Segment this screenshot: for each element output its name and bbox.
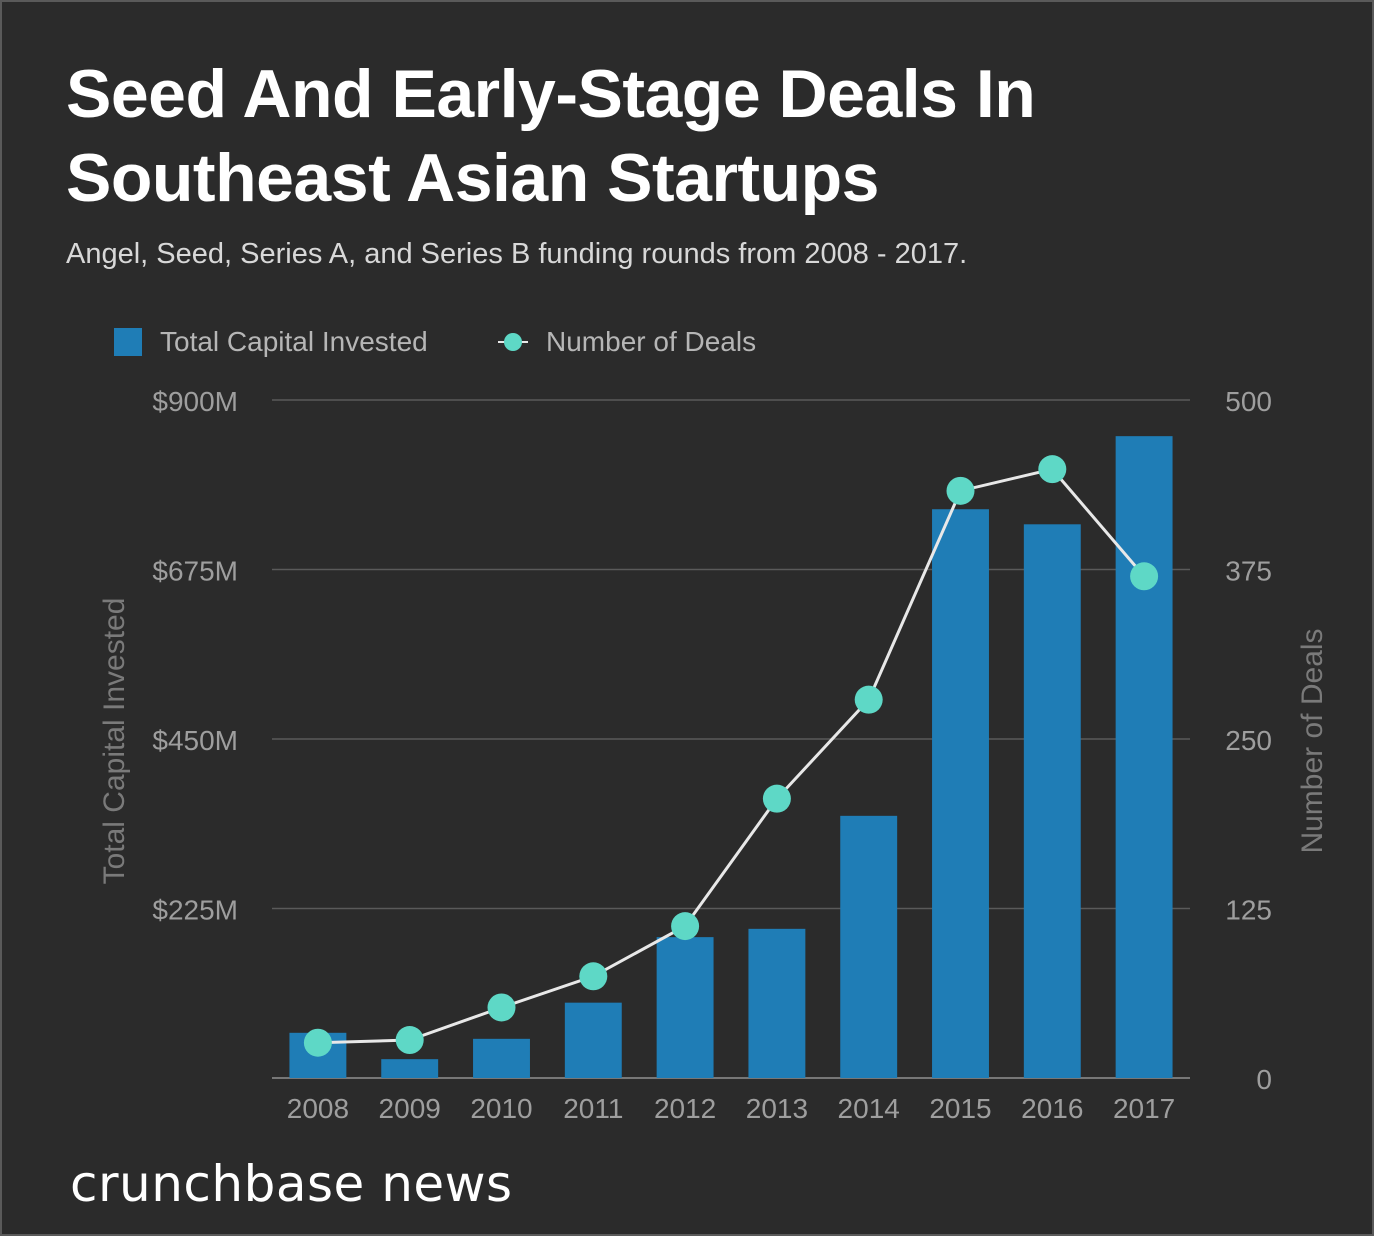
right-axis-tick-label: 375 xyxy=(1225,556,1272,587)
bar-2011[interactable] xyxy=(564,1002,622,1078)
deals-point-2016[interactable] xyxy=(1038,455,1067,484)
legend-bar-swatch-icon xyxy=(114,328,142,356)
x-axis-tick-label: 2013 xyxy=(746,1093,808,1124)
bar-2012[interactable] xyxy=(656,937,714,1078)
right-axis-tick-label: 250 xyxy=(1225,725,1272,756)
x-axis-tick-label: 2011 xyxy=(563,1093,623,1124)
bar-2017[interactable] xyxy=(1115,436,1173,1078)
deals-line-series xyxy=(303,455,1159,1057)
bar-series xyxy=(289,436,1173,1078)
bar-2014[interactable] xyxy=(840,815,898,1078)
legend-label-deals: Number of Deals xyxy=(546,326,757,357)
legend-label-capital: Total Capital Invested xyxy=(160,326,428,357)
bar-2013[interactable] xyxy=(748,928,806,1078)
bar-2009[interactable] xyxy=(381,1059,439,1078)
bar-2010[interactable] xyxy=(473,1038,530,1078)
left-axis-tick-label: $675M xyxy=(152,556,238,587)
deals-point-2011[interactable] xyxy=(579,962,608,991)
x-axis-tick-label: 2012 xyxy=(654,1093,716,1124)
right-axis-tick-label: 125 xyxy=(1225,895,1272,926)
x-axis-tick-label: 2017 xyxy=(1113,1093,1175,1124)
deals-line xyxy=(317,467,1146,1045)
bar-2016[interactable] xyxy=(1023,524,1081,1078)
deals-point-2009[interactable] xyxy=(395,1026,424,1055)
x-axis-tick-label: 2008 xyxy=(287,1093,349,1124)
legend-line-marker-icon xyxy=(498,331,528,353)
x-axis-tick-label: 2009 xyxy=(379,1093,441,1124)
left-axis-tick-label: $450M xyxy=(152,725,238,756)
chart-title-line-2: Southeast Asian Startups xyxy=(66,140,879,216)
legend-item-capital[interactable]: Total Capital Invested xyxy=(114,320,428,364)
x-axis-tick-label: 2014 xyxy=(838,1093,900,1124)
deals-point-2012[interactable] xyxy=(671,912,700,941)
x-axis-tick-label: 2015 xyxy=(929,1093,991,1124)
left-axis-tick-label: $900M xyxy=(152,386,238,417)
axes: $225M $450M $675M $900M 0 125 250 375 500 2008 200… xyxy=(98,386,1329,1124)
chart-title: Seed And Early-Stage Deals In Southeast … xyxy=(66,52,1036,220)
right-axis-tick-label: 500 xyxy=(1225,386,1272,417)
deals-point-2015[interactable] xyxy=(946,476,975,505)
left-axis-tick-label: $225M xyxy=(152,895,238,926)
deals-point-2013[interactable] xyxy=(762,784,791,813)
deals-point-2010[interactable] xyxy=(487,993,516,1022)
x-axis-tick-label: 2010 xyxy=(470,1093,532,1124)
right-axis-tick-label: 0 xyxy=(1256,1064,1272,1095)
left-axis-title: Total Capital Invested xyxy=(98,598,131,885)
deals-point-2008[interactable] xyxy=(303,1028,332,1057)
right-axis-title: Number of Deals xyxy=(1296,628,1329,853)
bar-2015[interactable] xyxy=(932,509,989,1078)
deals-point-2017[interactable] xyxy=(1130,562,1159,591)
deals-point-2014[interactable] xyxy=(854,685,883,714)
x-axis-tick-label: 2016 xyxy=(1021,1093,1083,1124)
chart-subtitle: Angel, Seed, Series A, and Series B fund… xyxy=(66,238,968,270)
chart-title-line-1: Seed And Early-Stage Deals In xyxy=(66,56,1036,132)
brand-logo: crunchbase news xyxy=(70,1155,513,1213)
legend-item-deals[interactable]: Number of Deals xyxy=(498,320,756,364)
